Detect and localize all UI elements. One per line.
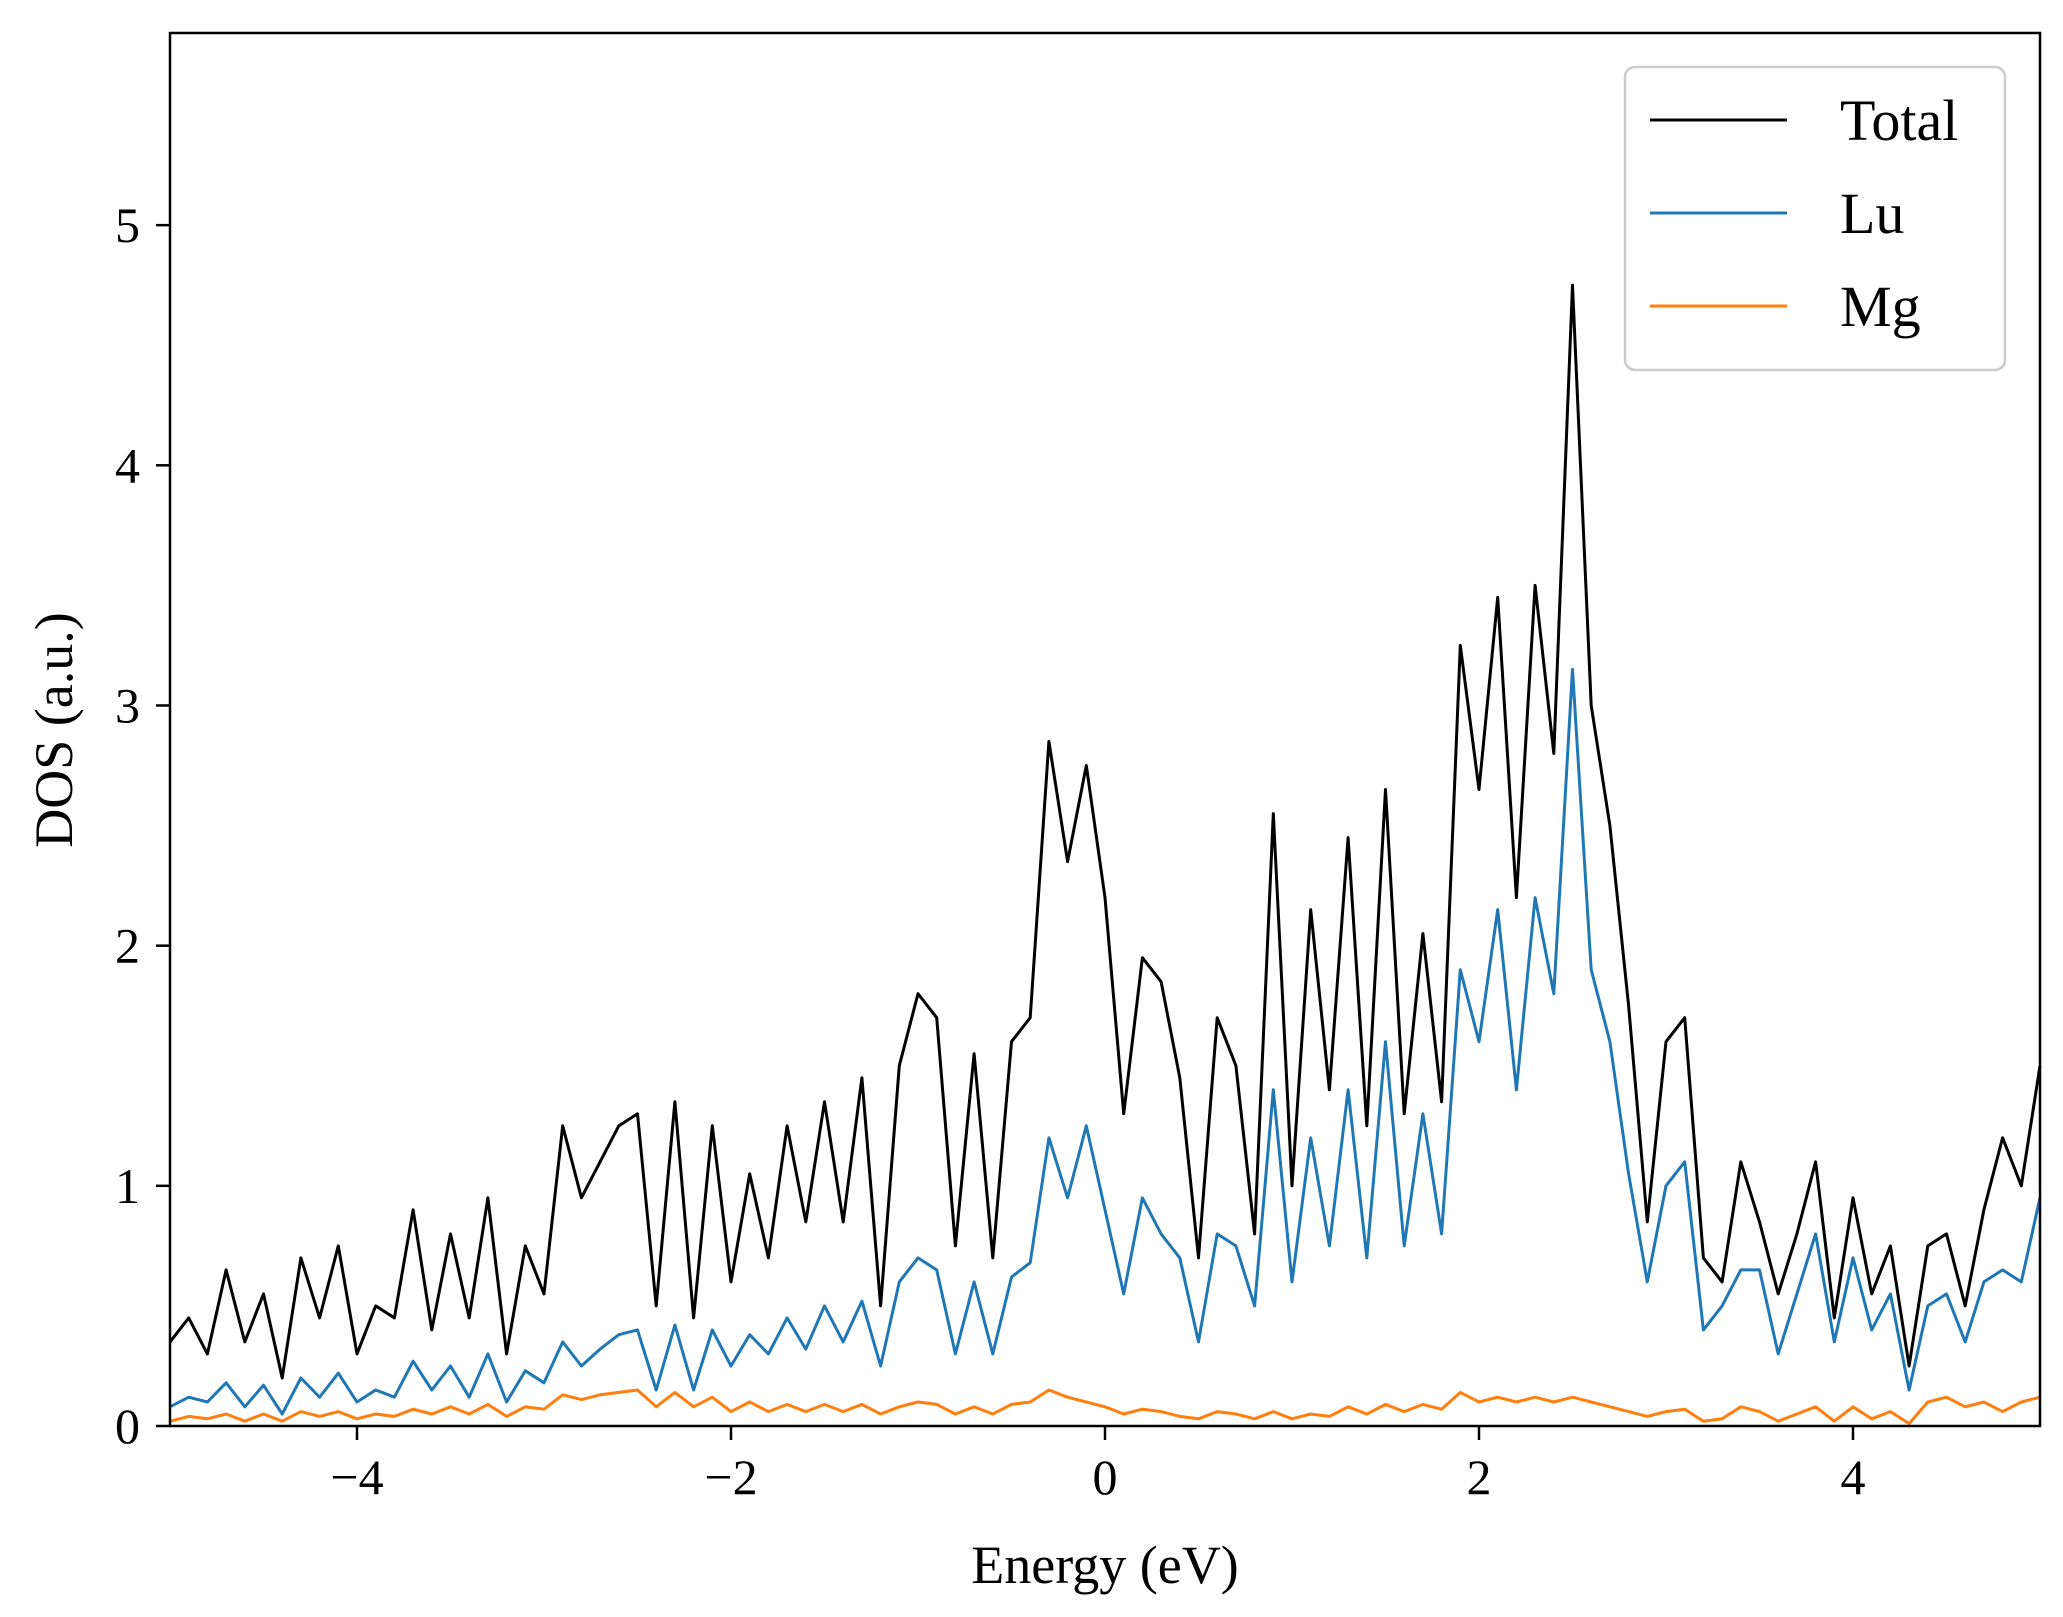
series-layer xyxy=(168,283,2042,1426)
x-tick-label: 2 xyxy=(1467,1449,1492,1505)
legend: Total Lu Mg xyxy=(1623,65,2007,372)
series-line-total xyxy=(168,283,2042,1380)
y-axis-ticks: 0 1 2 3 4 5 xyxy=(115,197,170,1454)
legend-label-total: Total xyxy=(1840,88,1958,153)
y-tick-label: 1 xyxy=(115,1158,140,1214)
x-axis-title: Energy (eV) xyxy=(971,1535,1238,1595)
x-tick-label: −2 xyxy=(704,1449,757,1505)
series-line-lu xyxy=(169,668,2042,1416)
y-tick-label: 3 xyxy=(115,677,140,733)
y-tick-label: 2 xyxy=(115,918,140,974)
x-tick-label: 4 xyxy=(1841,1449,1866,1505)
legend-box xyxy=(1623,65,2007,372)
y-tick-label: 0 xyxy=(115,1398,140,1454)
x-tick-label: −4 xyxy=(330,1449,383,1505)
y-tick-label: 5 xyxy=(115,197,140,253)
y-axis-title: DOS (a.u.) xyxy=(24,612,84,847)
x-tick-label: 0 xyxy=(1093,1449,1118,1505)
legend-label-lu: Lu xyxy=(1840,181,1904,246)
y-tick-label: 4 xyxy=(115,437,140,493)
legend-label-mg: Mg xyxy=(1840,274,1921,339)
x-axis-ticks: −4 −2 0 2 4 xyxy=(330,1426,1866,1505)
series-line-mg xyxy=(169,1388,2041,1426)
